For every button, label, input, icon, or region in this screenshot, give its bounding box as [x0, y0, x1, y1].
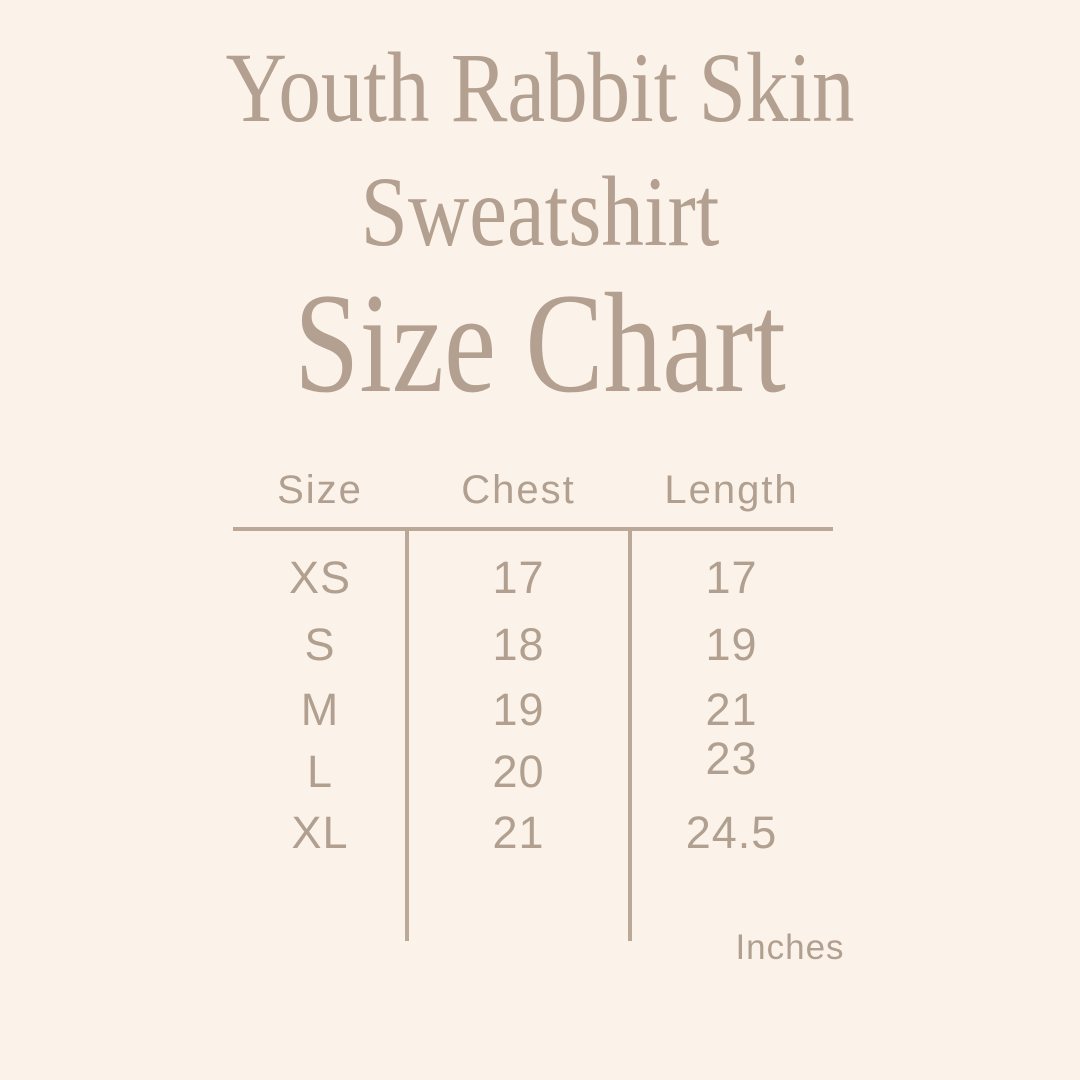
- cell-size: M: [300, 684, 340, 735]
- cell-length: 24.5: [685, 807, 778, 858]
- cell-chest: 19: [492, 684, 545, 735]
- product-title-line1: Youth Rabbit Skin: [225, 32, 855, 143]
- cell-length: 21: [705, 684, 758, 735]
- column-header-size: Size: [277, 467, 363, 512]
- cell-size: L: [306, 746, 334, 797]
- table-row: S 18 19: [233, 617, 833, 673]
- table-header-row: Size Chest Length: [233, 460, 833, 520]
- cell-chest: 21: [492, 807, 545, 858]
- product-title-line2: Sweatshirt: [360, 156, 720, 267]
- size-table: Size Chest Length XS 17 17 S 18 19 M 19 …: [233, 460, 833, 960]
- table-row: XL 21 24.5: [233, 805, 833, 861]
- cell-length: 19: [705, 619, 758, 670]
- cell-length: 17: [705, 552, 758, 603]
- column-divider-2: [628, 531, 632, 941]
- table-row: XS 17 17: [233, 550, 833, 606]
- cell-size: S: [304, 619, 336, 670]
- table-row: L 20 23: [233, 733, 833, 800]
- column-header-length: Length: [664, 467, 799, 512]
- cell-size: XS: [288, 552, 352, 603]
- cell-chest: 18: [492, 619, 545, 670]
- cell-chest: 20: [492, 746, 545, 797]
- column-header-chest: Chest: [461, 467, 576, 512]
- cell-chest: 17: [492, 552, 545, 603]
- cell-size: XL: [291, 807, 349, 858]
- table-header-divider: [233, 527, 833, 531]
- cell-length: 23: [705, 733, 758, 784]
- column-divider-1: [405, 531, 409, 941]
- units-label: Inches: [735, 928, 845, 967]
- size-chart-heading: Size Chart: [294, 264, 786, 422]
- table-row: M 19 21: [233, 682, 833, 738]
